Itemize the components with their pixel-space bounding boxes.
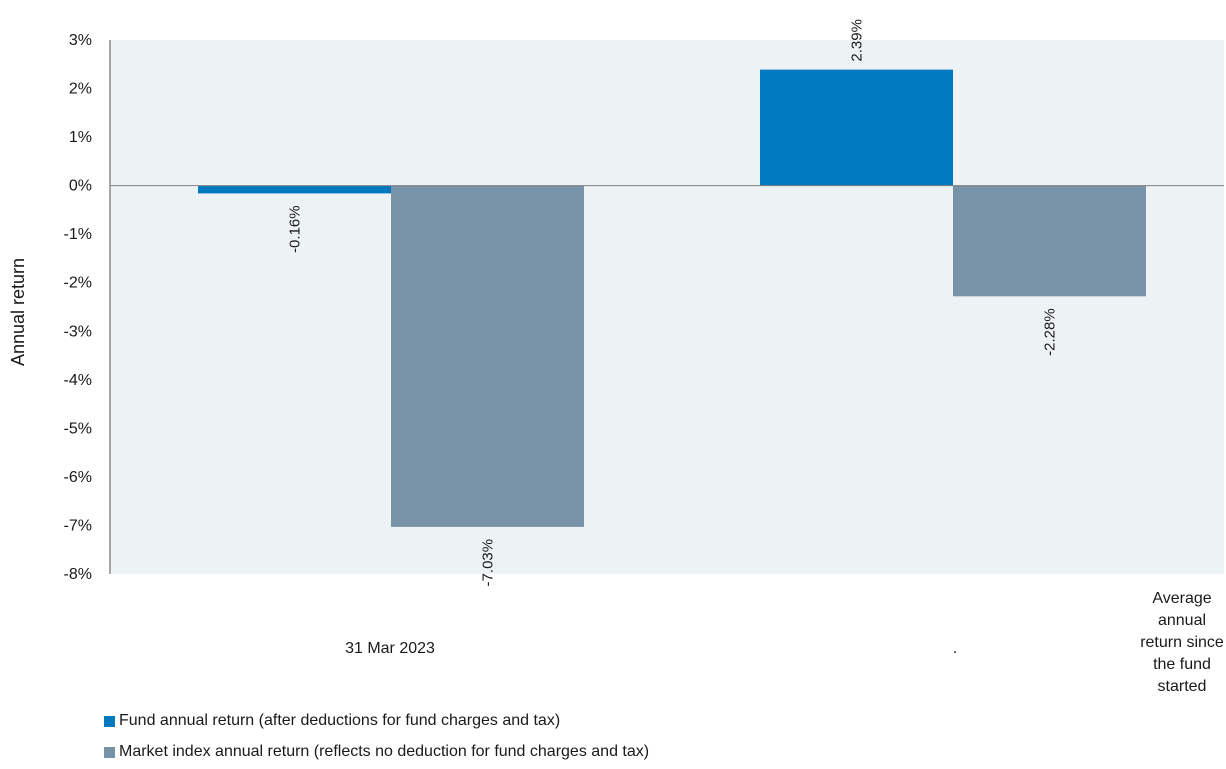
y-tick-label: 1% (69, 129, 92, 146)
legend-item-market: Market index annual return (reflects no … (104, 743, 649, 761)
y-axis-ticks: 3% 2% 1% 0% -1% -2% -3% -4% -5% -6% -7% -8% (64, 32, 92, 583)
bar (760, 69, 953, 186)
legend-swatch-fund (104, 715, 115, 727)
bar (198, 185, 391, 194)
category-label-1: . (952, 640, 958, 657)
plot-area (110, 40, 1224, 574)
data-labels: -0.16% 2.39% -7.03% -2.28% (287, 19, 1059, 586)
y-tick-label: -7% (64, 517, 92, 534)
y-tick-label: 3% (69, 32, 92, 49)
y-tick-label: -1% (64, 226, 92, 243)
bars (198, 69, 1146, 527)
legend-label-market: Market index annual return (reflects no … (119, 743, 650, 760)
bar (391, 185, 584, 527)
legend-swatch-market (104, 746, 115, 758)
y-tick-label: 0% (69, 178, 92, 195)
data-label: -0.16% (287, 205, 304, 253)
category-label-0: 31 Mar 2023 (345, 640, 435, 657)
legend-item-fund: Fund annual return (after deductions for… (104, 712, 560, 730)
y-tick-label: -8% (64, 566, 92, 583)
data-label: -2.28% (1042, 308, 1059, 356)
y-axis-label: Annual return (8, 258, 28, 366)
y-tick-label: -5% (64, 420, 92, 437)
y-tick-label: -2% (64, 275, 92, 292)
legend-label-fund: Fund annual return (after deductions for… (119, 712, 561, 729)
bar (953, 185, 1146, 297)
side-note: Average annual return since the fund sta… (1140, 590, 1224, 695)
y-tick-label: 2% (69, 81, 92, 98)
data-label: -7.03% (480, 539, 497, 587)
y-tick-label: -4% (64, 372, 92, 389)
y-tick-label: -3% (64, 323, 92, 340)
data-label: 2.39% (849, 19, 866, 62)
y-tick-label: -6% (64, 469, 92, 486)
